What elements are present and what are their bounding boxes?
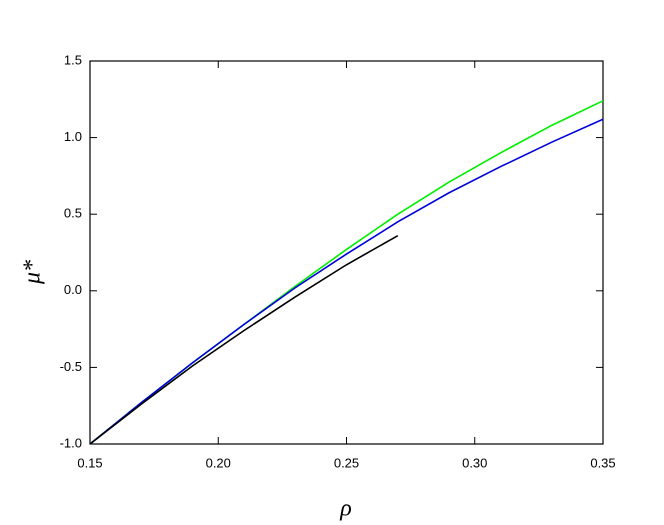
y-tick-label: -0.5 (60, 359, 82, 374)
y-tick-label: 1.5 (64, 52, 82, 67)
series-line (89, 118, 604, 445)
series-line (89, 234, 399, 445)
y-tick-label: 1.0 (64, 129, 82, 144)
x-tick-label: 0.25 (334, 455, 359, 470)
x-tick-label: 0.15 (77, 455, 102, 470)
y-tick-label: 0.5 (64, 206, 82, 221)
y-tick-label: 0.0 (64, 282, 82, 297)
series-line (89, 100, 604, 445)
x-tick-label: 0.20 (206, 455, 231, 470)
x-tick-label: 0.35 (590, 455, 615, 470)
x-tick-label: 0.30 (462, 455, 487, 470)
y-axis-title: μ* (20, 260, 46, 285)
x-axis-title: ρ (339, 496, 352, 522)
y-tick-label: -1.0 (60, 435, 82, 450)
plot-frame (89, 60, 604, 445)
